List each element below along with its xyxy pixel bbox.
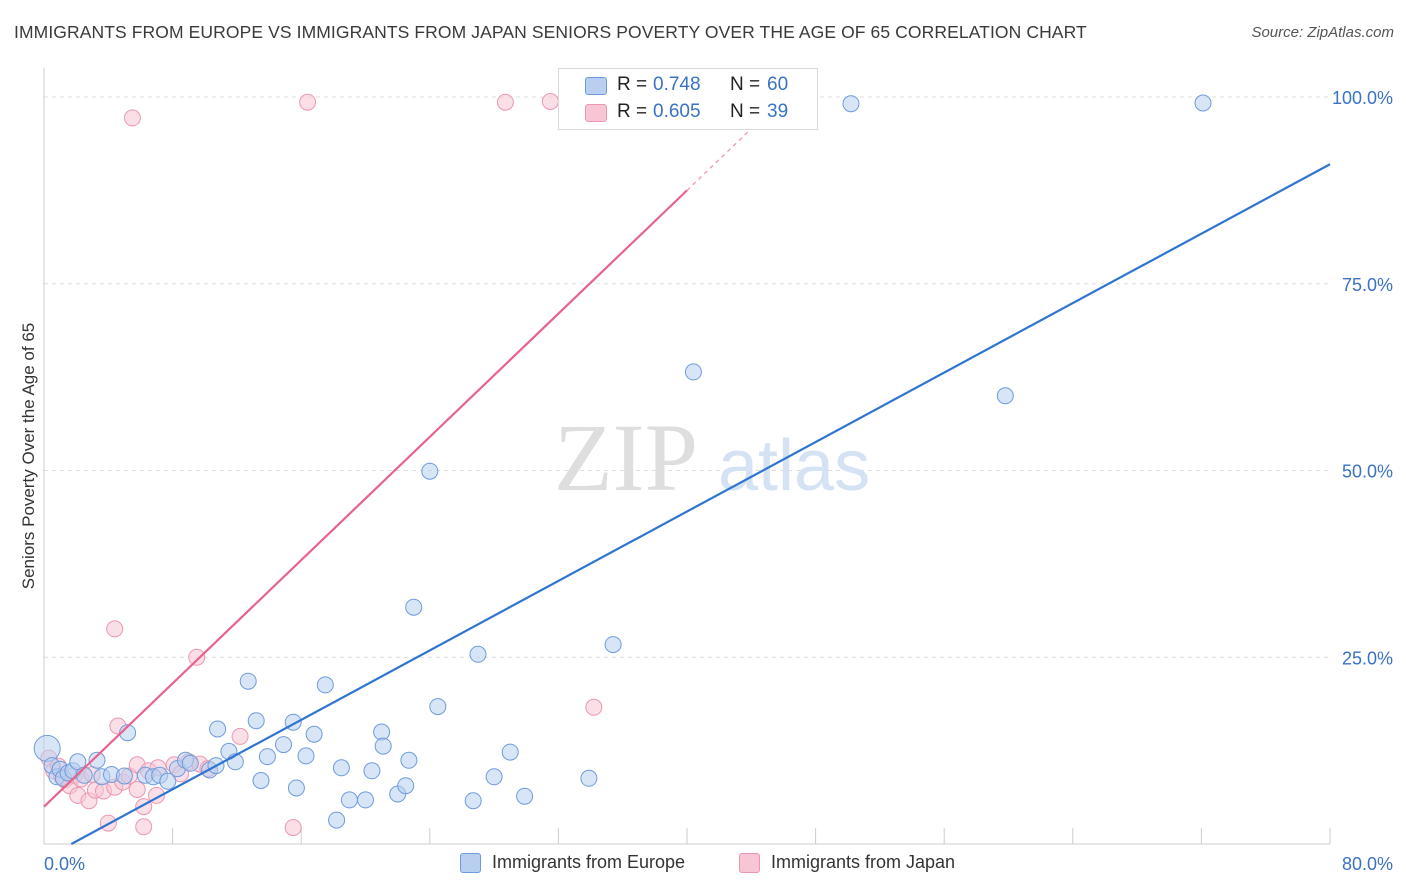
n-value: 39 — [767, 101, 789, 122]
y-tick-label: 50.0% — [1342, 462, 1393, 482]
japan-swatch — [585, 104, 607, 122]
y-tick-label: 25.0% — [1342, 648, 1393, 668]
r-label: R = — [617, 101, 648, 122]
r-value: 0.605 — [653, 101, 701, 122]
europe-trend-line — [70, 163, 1331, 845]
axis-layer — [43, 68, 1331, 845]
chart-title: IMMIGRANTS FROM EUROPE VS IMMIGRANTS FRO… — [14, 22, 1087, 42]
europe-point — [75, 766, 93, 784]
japan-point — [284, 819, 302, 837]
europe-point — [485, 768, 503, 786]
y-axis-title: Seniors Poverty Over the Age of 65 — [19, 323, 38, 589]
europe-swatch — [585, 77, 607, 95]
europe-point — [115, 767, 133, 785]
japan-point — [106, 620, 124, 638]
europe-point — [297, 747, 315, 765]
europe-point — [33, 734, 61, 762]
europe-point — [996, 387, 1014, 405]
watermark-zip: ZIP — [554, 404, 698, 511]
japan-point — [135, 818, 153, 836]
europe-swatch — [460, 853, 481, 873]
japan-point — [188, 648, 206, 666]
europe-point — [287, 779, 305, 797]
europe-point — [159, 772, 177, 790]
japan-point — [585, 698, 603, 716]
n-label: N = — [730, 101, 761, 122]
europe-point — [328, 811, 346, 829]
n-label: N = — [730, 74, 761, 95]
japan-trend-extension — [686, 128, 752, 191]
europe-point — [429, 698, 447, 716]
x-tick-label-min: 0.0% — [44, 854, 85, 874]
europe-point — [340, 791, 358, 809]
r-label: R = — [617, 74, 648, 95]
points-layer — [33, 93, 1212, 837]
europe-point — [580, 769, 598, 787]
japan-trend-line — [43, 189, 688, 808]
watermark-atlas: atlas — [718, 426, 870, 506]
y-tick-label: 100.0% — [1332, 88, 1393, 108]
japan-point — [541, 93, 559, 110]
europe-point — [247, 712, 265, 730]
europe-point — [1194, 94, 1212, 112]
europe-point — [604, 636, 622, 654]
label-layer: 25.0% 50.0% 75.0% 100.0% 0.0% 80.0% Seniors Po… — [19, 88, 1393, 874]
europe-point — [374, 737, 392, 755]
watermark: ZIP atlas — [554, 404, 870, 511]
legend-label-europe: Immigrants from Europe — [492, 852, 686, 872]
europe-point — [684, 363, 702, 381]
source-credit: Source: ZipAtlas.com — [1251, 24, 1394, 41]
japan-swatch — [739, 853, 760, 873]
europe-point — [516, 787, 534, 805]
europe-point — [258, 748, 276, 766]
legend-label-japan: Immigrants from Japan — [771, 852, 956, 872]
europe-point — [357, 791, 374, 809]
trend-layer — [43, 128, 1331, 845]
legend-row-japan: R = 0.605 N = 39 — [559, 101, 817, 127]
r-value: 0.748 — [653, 74, 701, 95]
europe-point — [501, 743, 519, 761]
europe-point — [239, 672, 257, 690]
n-value: 60 — [767, 74, 789, 95]
japan-point — [123, 109, 141, 127]
japan-point — [496, 93, 514, 111]
japan-point — [231, 727, 249, 745]
europe-point — [464, 792, 482, 810]
japan-point — [299, 93, 317, 111]
legend-row-europe: R = 0.748 N = 60 — [559, 74, 817, 100]
europe-point — [252, 772, 270, 789]
europe-point — [181, 754, 199, 772]
correlation-legend: R = 0.748 N = 60 R = 0.605 N = 39 — [558, 68, 818, 130]
europe-point — [400, 751, 418, 769]
europe-point — [88, 751, 106, 769]
x-tick-label-max: 80.0% — [1342, 854, 1393, 874]
europe-point — [209, 720, 227, 738]
europe-point — [275, 736, 292, 754]
europe-point — [373, 723, 391, 741]
europe-point — [332, 759, 350, 777]
europe-point — [405, 598, 423, 616]
europe-point — [397, 777, 415, 795]
europe-point — [316, 676, 334, 694]
y-tick-label: 75.0% — [1342, 275, 1393, 295]
japan-point — [128, 781, 146, 798]
europe-point — [305, 725, 323, 743]
europe-point — [469, 645, 487, 663]
europe-point — [421, 462, 439, 480]
europe-point — [363, 762, 381, 780]
europe-point — [842, 95, 860, 113]
